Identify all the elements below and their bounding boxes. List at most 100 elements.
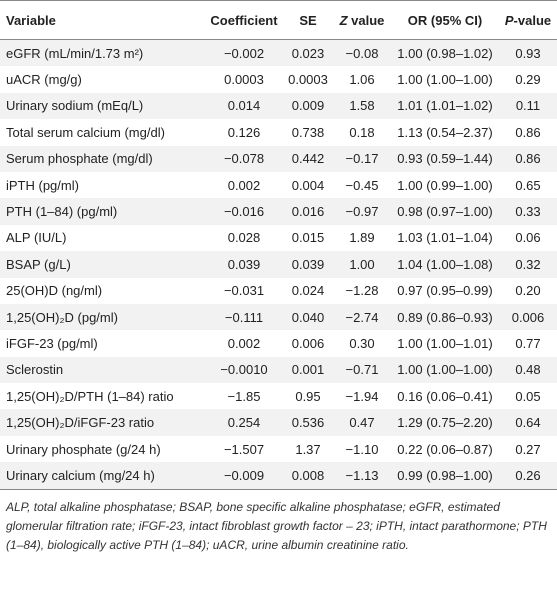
table-cell: 0.738: [291, 124, 325, 140]
table-row: Sclerostin −0.0010 0.001 −0.71 1.00 (1.00–1.…: [0, 356, 557, 384]
table-cell: eGFR (mL/min/1.73 m²): [0, 39, 205, 67]
table-cell: 1.00 (1.00–1.00): [391, 356, 499, 384]
header-cell: Variable: [0, 0, 205, 40]
table-row: Urinary phosphate (g/24 h) −1.507 1.37 −1.1…: [0, 436, 557, 462]
table-cell: 0.002: [227, 177, 261, 193]
table-cell: 0.023: [283, 39, 333, 67]
header-text: value: [347, 12, 385, 28]
table-row: 1,25(OH)₂D/iFGF-23 ratio 0.254 0.536 0.47 1.…: [0, 409, 557, 436]
table-cell: 0.86: [499, 145, 557, 172]
table-row: Urinary calcium (mg/24 h) −0.009 0.008 −1.1…: [0, 462, 557, 490]
table-cell: 0.95: [295, 388, 321, 404]
table-cell: 0.0003: [224, 72, 264, 88]
table-cell: 0.20: [515, 283, 541, 299]
table-cell: 0.015: [291, 230, 325, 246]
header-cell: P-value: [499, 0, 557, 40]
table-cell: −1.94: [345, 388, 379, 404]
table-cell: −1.10: [345, 441, 379, 457]
table-cell: Sclerostin: [0, 356, 205, 384]
table-cell: 0.29: [515, 72, 541, 88]
table-cell: −1.85: [227, 388, 261, 404]
table-cell: 1.00: [333, 251, 391, 278]
table-row: 25(OH)D (ng/ml) −0.031 0.024 −1.28 0.97 (0.9…: [0, 278, 557, 304]
table-cell: 0.89 (0.86–0.93): [391, 303, 499, 331]
table-cell: 1.00 (1.00–1.00): [397, 72, 493, 88]
table-cell: 0.442: [283, 145, 333, 172]
header-text: Z: [339, 12, 348, 28]
table-row: BSAP (g/L) 0.039 0.039 1.00 1.04 (1.00–1.08)…: [0, 251, 557, 278]
table-cell: 1.89: [349, 230, 375, 246]
table-cell: 1.58: [333, 92, 391, 120]
table-cell: 0.86: [515, 124, 541, 140]
table-cell: −0.078: [205, 145, 283, 172]
table-cell: 1.06: [349, 72, 375, 88]
table-cell: 0.0003: [288, 72, 328, 88]
table-row: ALP (IU/L) 0.028 0.015 1.89 1.03 (1.01–1.04)…: [0, 225, 557, 251]
table-row: Total serum calcium (mg/dl) 0.126 0.738 0.1…: [0, 119, 557, 145]
table-cell: −0.45: [345, 177, 379, 193]
table-cell: 0.006: [499, 303, 557, 331]
table-cell: 0.254: [205, 409, 283, 436]
table-cell: 0.97 (0.95–0.99): [397, 283, 493, 299]
table-cell: 0.028: [227, 230, 261, 246]
table-cell: uACR (mg/g): [6, 72, 82, 88]
table-cell: Urinary phosphate (g/24 h): [6, 441, 161, 457]
table-cell: 0.009: [283, 92, 333, 120]
table-row: uACR (mg/g) 0.0003 0.0003 1.06 1.00 (1.00–1.…: [0, 66, 557, 92]
table-cell: 1.04 (1.00–1.08): [391, 251, 499, 278]
table-cell: ALP (IU/L): [6, 230, 67, 246]
table-cell: 0.32: [499, 251, 557, 278]
table-cell: 0.98 (0.97–1.00): [391, 198, 499, 225]
table-cell: 1,25(OH)₂D/iFGF-23 ratio: [0, 409, 205, 436]
table-cell: 0.05: [515, 388, 541, 404]
table-cell: 0.26: [499, 462, 557, 490]
table-cell: 0.48: [499, 356, 557, 384]
table-cell: −0.016: [205, 198, 283, 225]
table-cell: 0.33: [499, 198, 557, 225]
table-cell: iPTH (pg/ml): [6, 177, 79, 193]
table-cell: 0.22 (0.06–0.87): [397, 441, 493, 457]
table-cell: 0.004: [291, 177, 325, 193]
table-cell: Urinary sodium (mEq/L): [0, 92, 205, 120]
table-cell: 0.65: [515, 177, 541, 193]
table-cell: 0.64: [499, 409, 557, 436]
header-cell: Z value: [333, 0, 391, 40]
table-cell: 1,25(OH)₂D/PTH (1–84) ratio: [6, 388, 174, 404]
table-cell: −0.031: [223, 283, 265, 299]
table-cell: 0.06: [515, 230, 541, 246]
table-cell: −1.28: [345, 283, 379, 299]
table-cell: −0.002: [205, 39, 283, 67]
table-cell: Serum phosphate (mg/dl): [0, 145, 205, 172]
table-cell: 0.039: [205, 251, 283, 278]
table-cell: −0.97: [333, 198, 391, 225]
table-cell: 0.47: [333, 409, 391, 436]
table-cell: 0.001: [283, 356, 333, 384]
table-cell: −1.13: [333, 462, 391, 490]
table-cell: 0.11: [499, 92, 557, 120]
table-body: eGFR (mL/min/1.73 m²) −0.002 0.023 −0.08 1.0…: [0, 39, 557, 490]
table-cell: 0.27: [515, 441, 541, 457]
table-cell: Urinary calcium (mg/24 h): [0, 462, 205, 490]
table-cell: 0.039: [283, 251, 333, 278]
table-cell: 0.014: [205, 92, 283, 120]
table-cell: −0.17: [333, 145, 391, 172]
table-cell: 0.77: [515, 335, 541, 351]
header-cell: Coefficient: [205, 0, 283, 40]
table-cell: −1.507: [223, 441, 265, 457]
table-cell: 0.008: [283, 462, 333, 490]
table-row: Urinary sodium (mEq/L) 0.014 0.009 1.58 1.01…: [0, 92, 557, 120]
table-row: iPTH (pg/ml) 0.002 0.004 −0.45 1.00 (0.99–1.…: [0, 172, 557, 198]
header-cell: SE: [283, 0, 333, 40]
table-cell: 0.93 (0.59–1.44): [391, 145, 499, 172]
table-cell: 0.040: [283, 303, 333, 331]
table-cell: 0.002: [227, 335, 261, 351]
table-row: eGFR (mL/min/1.73 m²) −0.002 0.023 −0.08 1.0…: [0, 39, 557, 67]
table-cell: −0.009: [205, 462, 283, 490]
table-cell: 1.03 (1.01–1.04): [397, 230, 493, 246]
table-cell: 1.00 (0.99–1.00): [397, 177, 493, 193]
table-cell: −0.71: [333, 356, 391, 384]
table-cell: 1.29 (0.75–2.20): [391, 409, 499, 436]
table-cell: Total serum calcium (mg/dl): [6, 124, 165, 140]
header-cell: OR (95% CI): [391, 0, 499, 40]
